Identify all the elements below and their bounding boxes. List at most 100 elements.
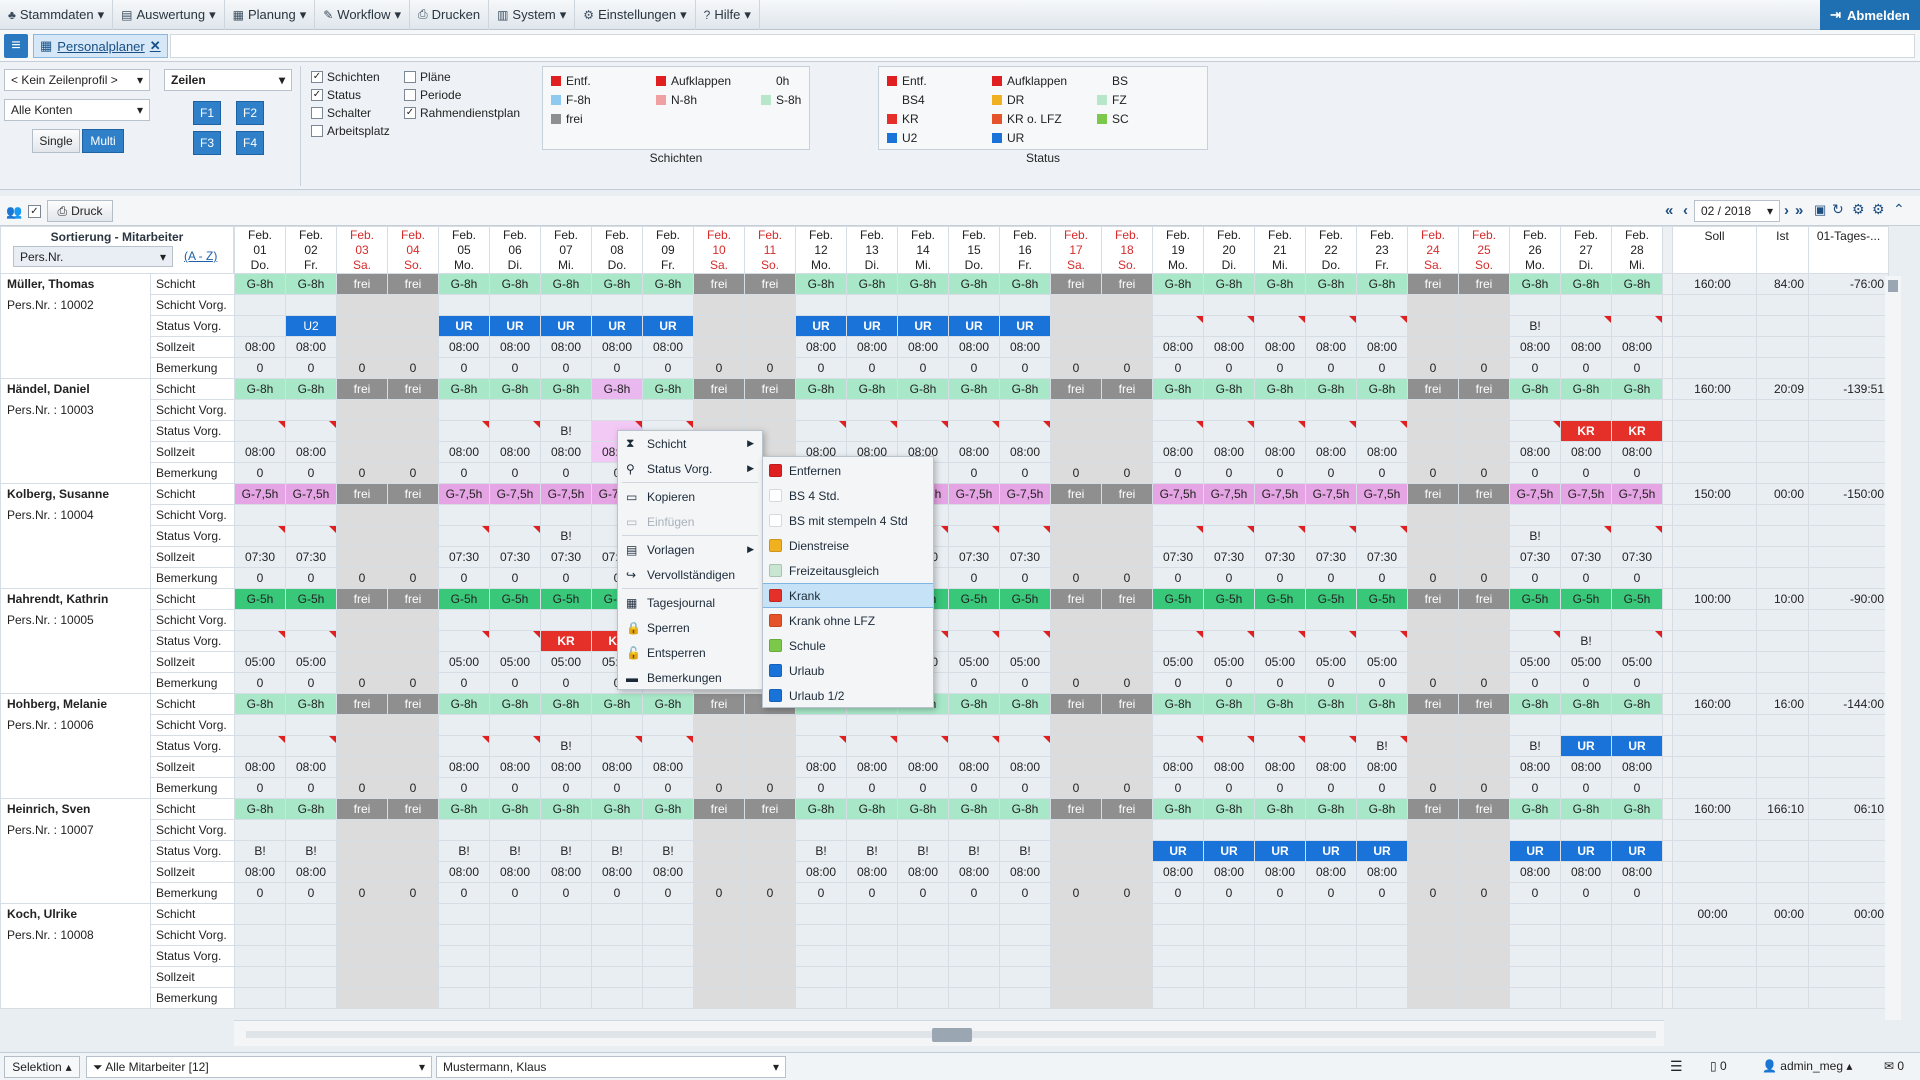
schedule-cell[interactable]	[387, 903, 439, 925]
schedule-cell[interactable]	[1356, 966, 1408, 988]
schedule-cell[interactable]: G-7,5h	[948, 483, 1000, 505]
schedule-cell[interactable]: 0	[1203, 777, 1255, 799]
menu-auswertung[interactable]: ▤ Auswertung ▾	[113, 0, 225, 30]
schedule-cell[interactable]	[897, 399, 949, 421]
schedule-cell[interactable]: 08:00	[846, 756, 898, 778]
schedule-cell[interactable]	[1611, 924, 1663, 946]
schedule-cell[interactable]	[948, 294, 1000, 316]
schedule-cell[interactable]: 0	[489, 567, 541, 589]
schedule-cell[interactable]: 0	[285, 357, 337, 379]
schedule-cell[interactable]: 0	[1458, 672, 1510, 694]
schedule-cell[interactable]: 08:00	[1152, 441, 1204, 463]
schedule-cell[interactable]: G-8h	[1509, 693, 1561, 715]
schedule-cell[interactable]	[1101, 966, 1153, 988]
schedule-cell[interactable]: 08:00	[1509, 756, 1561, 778]
schedule-cell[interactable]: 08:00	[642, 756, 694, 778]
schedule-cell[interactable]: G-8h	[1305, 273, 1357, 295]
schedule-cell[interactable]: 0	[846, 777, 898, 799]
schedule-cell[interactable]: G-8h	[285, 798, 337, 820]
schedule-cell[interactable]	[234, 987, 286, 1009]
employee-cell[interactable]: Hahrendt, Kathrin Pers.Nr. : 10005	[0, 588, 151, 694]
schedule-cell[interactable]: G-8h	[948, 798, 1000, 820]
schedule-cell[interactable]	[591, 987, 643, 1009]
schedule-cell[interactable]: G-8h	[1203, 378, 1255, 400]
schedule-cell[interactable]: 08:00	[285, 441, 337, 463]
schedule-cell[interactable]: 0	[948, 357, 1000, 379]
day-header[interactable]: Feb. 19 Mo.	[1152, 226, 1204, 274]
schedule-cell[interactable]	[1101, 924, 1153, 946]
schedule-cell[interactable]: frei	[1458, 483, 1510, 505]
schedule-cell[interactable]: 0	[1101, 462, 1153, 484]
schedule-cell[interactable]: 07:30	[1203, 546, 1255, 568]
schedule-cell[interactable]	[642, 399, 694, 421]
schedule-cell[interactable]	[1560, 819, 1612, 841]
schedule-cell[interactable]	[795, 819, 847, 841]
schedule-cell[interactable]	[1611, 504, 1663, 526]
schedule-cell[interactable]	[1254, 525, 1306, 547]
schedule-cell[interactable]: 07:30	[1356, 546, 1408, 568]
schedule-cell[interactable]	[693, 336, 745, 358]
schedule-cell[interactable]	[336, 315, 388, 337]
schedule-cell[interactable]: G-8h	[1560, 693, 1612, 715]
schedule-cell[interactable]: 08:00	[285, 756, 337, 778]
schedule-cell[interactable]: G-7,5h	[438, 483, 490, 505]
schedule-cell[interactable]	[1101, 903, 1153, 925]
schedule-cell[interactable]	[744, 714, 796, 736]
schedule-cell[interactable]	[999, 294, 1051, 316]
schedule-cell[interactable]	[438, 525, 490, 547]
schedule-cell[interactable]: G-7,5h	[540, 483, 592, 505]
schedule-cell[interactable]	[336, 336, 388, 358]
day-header[interactable]: Feb. 04 So.	[387, 226, 439, 274]
schedule-cell[interactable]: 07:30	[1305, 546, 1357, 568]
employee-cell[interactable]: Hohberg, Melanie Pers.Nr. : 10006	[0, 693, 151, 799]
schedule-cell[interactable]	[999, 987, 1051, 1009]
schedule-cell[interactable]	[948, 819, 1000, 841]
schedule-cell[interactable]	[1458, 546, 1510, 568]
schedule-cell[interactable]	[387, 651, 439, 673]
schedule-cell[interactable]: 08:00	[438, 336, 490, 358]
schedule-cell[interactable]	[438, 987, 490, 1009]
schedule-cell[interactable]: UR	[1203, 840, 1255, 862]
schedule-cell[interactable]: B!	[285, 840, 337, 862]
schedule-cell[interactable]: 0	[1254, 777, 1306, 799]
checkbox-arbeitsplatz[interactable]: Arbeitsplatz	[311, 122, 390, 140]
schedule-cell[interactable]: 0	[1254, 567, 1306, 589]
schedule-cell[interactable]	[285, 420, 337, 442]
schedule-cell[interactable]	[336, 546, 388, 568]
schedule-cell[interactable]	[1305, 735, 1357, 757]
schedule-cell[interactable]: 0	[897, 777, 949, 799]
schedule-cell[interactable]: 08:00	[642, 336, 694, 358]
schedule-cell[interactable]	[387, 735, 439, 757]
schedule-cell[interactable]	[1509, 987, 1561, 1009]
schedule-cell[interactable]	[1407, 441, 1459, 463]
schedule-cell[interactable]	[1101, 861, 1153, 883]
schedule-cell[interactable]	[795, 987, 847, 1009]
schedule-cell[interactable]	[489, 609, 541, 631]
schedule-cell[interactable]	[948, 924, 1000, 946]
schedule-cell[interactable]: 08:00	[897, 441, 949, 463]
schedule-cell[interactable]	[387, 924, 439, 946]
schedule-cell[interactable]	[387, 294, 439, 316]
schedule-cell[interactable]: 08:00	[642, 861, 694, 883]
schedule-cell[interactable]	[846, 966, 898, 988]
day-header[interactable]: Feb. 22 Do.	[1305, 226, 1357, 274]
schedule-cell[interactable]	[1050, 630, 1102, 652]
schedule-cell[interactable]: G-5h	[1203, 588, 1255, 610]
schedule-cell[interactable]: 07:30	[285, 546, 337, 568]
schedule-cell[interactable]	[999, 525, 1051, 547]
schedule-cell[interactable]: 08:00	[438, 756, 490, 778]
schedule-cell[interactable]: 08:00	[1254, 441, 1306, 463]
schedule-cell[interactable]	[846, 945, 898, 967]
schedule-cell[interactable]	[387, 987, 439, 1009]
schedule-cell[interactable]: 0	[1407, 777, 1459, 799]
schedule-cell[interactable]: UR	[948, 315, 1000, 337]
schedule-cell[interactable]: G-8h	[846, 273, 898, 295]
schedule-cell[interactable]: frei	[1101, 798, 1153, 820]
schedule-cell[interactable]	[387, 525, 439, 547]
schedule-cell[interactable]: 0	[999, 777, 1051, 799]
schedule-cell[interactable]: 0	[897, 357, 949, 379]
schedule-cell[interactable]	[1050, 987, 1102, 1009]
schedule-cell[interactable]: G-8h	[591, 798, 643, 820]
schedule-cell[interactable]: G-8h	[591, 378, 643, 400]
schedule-cell[interactable]: 08:00	[897, 756, 949, 778]
